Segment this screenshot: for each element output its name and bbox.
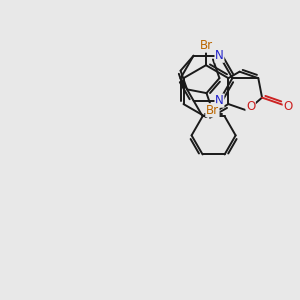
Text: N: N	[215, 94, 224, 107]
Text: O: O	[246, 100, 255, 112]
Text: Br: Br	[206, 104, 219, 117]
Text: Br: Br	[200, 39, 212, 52]
Text: O: O	[283, 100, 292, 113]
Text: N: N	[215, 49, 224, 62]
